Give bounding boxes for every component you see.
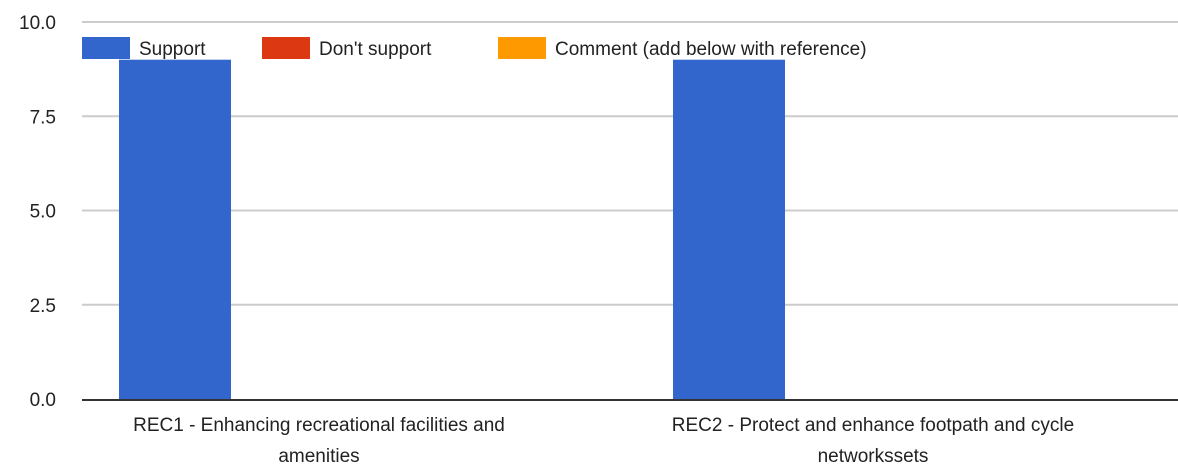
x-category-label: REC2 - Protect and enhance footpath and … xyxy=(672,415,1074,436)
x-category-label: REC1 - Enhancing recreational facilities… xyxy=(133,415,505,436)
x-axis-labels: REC1 - Enhancing recreational facilities… xyxy=(133,415,1074,467)
y-tick-label: 10.0 xyxy=(19,13,56,34)
x-category-label: networkssets xyxy=(818,446,929,467)
x-category-label: amenities xyxy=(278,446,359,467)
legend-label: Support xyxy=(139,39,206,60)
legend: Support Don't support Comment (add below w… xyxy=(82,37,867,60)
legend-label: Don't support xyxy=(319,39,432,60)
grid-lines xyxy=(82,21,1178,306)
y-tick-label: 0.0 xyxy=(30,390,56,411)
legend-label: Comment (add below with reference) xyxy=(555,39,867,60)
bars xyxy=(119,59,785,399)
legend-swatch xyxy=(262,37,310,59)
y-tick-label: 2.5 xyxy=(30,296,56,317)
y-tick-label: 7.5 xyxy=(30,107,56,128)
y-axis-ticks: 0.0 2.5 5.0 7.5 10.0 xyxy=(19,13,56,411)
y-tick-label: 5.0 xyxy=(30,202,56,223)
bar-2-support xyxy=(673,59,785,399)
bar-1-support xyxy=(119,59,231,399)
legend-swatch xyxy=(82,37,130,59)
legend-swatch xyxy=(498,37,546,59)
